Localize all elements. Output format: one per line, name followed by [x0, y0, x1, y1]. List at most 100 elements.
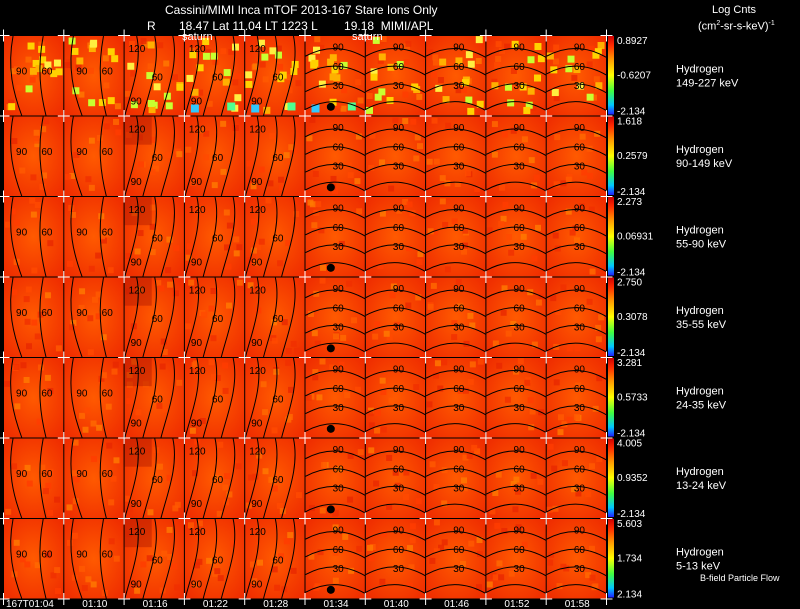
contour-label: 30: [333, 162, 345, 173]
heatmap-cell: 120 60 90: [184, 196, 245, 278]
contour-label: 60: [152, 555, 164, 566]
grid-cross: [0, 29, 10, 42]
grid-cross: [299, 110, 311, 122]
colorbar: [608, 197, 614, 276]
contour-label: 90: [574, 364, 586, 375]
contour-label: 30: [453, 242, 465, 253]
heatmap-cell: 90 60 30: [305, 277, 367, 357]
contour-label: 60: [152, 394, 164, 405]
contour-label: 60: [212, 394, 224, 405]
grid-cross: [57, 593, 70, 605]
colorbar-min: -2.134: [617, 429, 646, 440]
saturn-marker: [326, 102, 335, 111]
contour-label: 30: [574, 564, 586, 575]
heatmap-cell: 120 60 90: [124, 196, 184, 278]
contour-label: 90: [574, 284, 586, 295]
contour-label: 90: [191, 177, 203, 188]
grid-cross: [118, 512, 131, 525]
contour-label: 90: [131, 499, 143, 510]
contour-label: 30: [393, 484, 405, 495]
x-tick-label: 01:46: [444, 599, 469, 609]
heatmap-cell: 90 60: [4, 277, 64, 359]
contour-label: 90: [76, 469, 88, 480]
heatmap-cell: 90 60: [64, 196, 124, 278]
contour-label: 90: [16, 228, 28, 239]
grid-cross: [299, 29, 311, 42]
colorbar-mid: 0.3078: [617, 312, 648, 323]
contour-label: 30: [574, 403, 586, 414]
heatmap-cell: 90 60 30: [486, 116, 547, 196]
grid-cross: [540, 29, 553, 42]
contour-label: 60: [453, 545, 465, 556]
colorbar-mid: 0.9352: [617, 473, 648, 484]
grid-cross: [419, 593, 432, 605]
contour-label: 60: [514, 464, 526, 475]
heatmap-cell: 90 60 30: [305, 519, 367, 599]
contour-label: 30: [333, 403, 345, 414]
grid-cross: [600, 351, 613, 364]
contour-label: 30: [514, 403, 526, 414]
contour-label: 90: [514, 203, 526, 214]
contour-label: 60: [514, 62, 526, 73]
contour-label: 30: [333, 81, 345, 92]
contour-label: 60: [212, 555, 224, 566]
contour-label: 90: [76, 228, 88, 239]
contour-label: 120: [249, 527, 266, 538]
contour-label: 60: [212, 233, 224, 244]
grid-cross: [479, 593, 492, 605]
grid-cross: [178, 29, 191, 42]
grid-cross: [419, 512, 432, 525]
colorbar: [608, 358, 614, 437]
heatmap-cell: 90 60 30: [305, 197, 367, 277]
contour-label: 90: [131, 579, 143, 590]
colorbar-min: -2.134: [617, 509, 646, 520]
contour-label: 60: [333, 62, 345, 73]
contour-label: 60: [393, 142, 405, 153]
grid-cross: [0, 271, 10, 283]
legend-note: B-field Particle Flow: [700, 573, 780, 583]
grid-cross: [178, 432, 191, 444]
energy-label: 35-55 keV: [676, 319, 727, 331]
grid-cross: [178, 593, 191, 605]
colorbar-max: 4.005: [617, 439, 642, 450]
saturn-marker: [326, 263, 335, 272]
heatmap-cell: 90 60 30: [486, 358, 547, 438]
heatmap-cell: 90 60: [4, 35, 64, 117]
contour-label: 60: [212, 475, 224, 486]
heatmap-cell: 90 60: [64, 438, 124, 520]
colorbar-max: 3.281: [617, 358, 642, 369]
heatmap-cell: 120 60 90: [124, 438, 184, 520]
grid-cross: [238, 512, 251, 525]
contour-label: 120: [249, 286, 266, 297]
contour-label: 30: [574, 484, 586, 495]
contour-label: 60: [333, 464, 345, 475]
x-tick-label: 01:52: [504, 599, 529, 609]
contour-label: 60: [102, 308, 114, 319]
contour-label: 30: [514, 162, 526, 173]
heatmap-cell: 120 60 90: [244, 438, 305, 520]
contour-label: 60: [514, 545, 526, 556]
contour-label: 60: [212, 153, 224, 164]
contour-label: 60: [152, 233, 164, 244]
species-label: Hydrogen: [676, 546, 724, 558]
contour-label: 90: [574, 445, 586, 456]
heatmap-cell: 120 60 90: [244, 196, 305, 278]
colorbar-min: 2.134: [617, 590, 642, 601]
grid-cross: [178, 271, 191, 283]
contour-label: 120: [189, 125, 206, 136]
contour-label: 60: [574, 223, 586, 234]
grid-cross: [359, 190, 372, 203]
grid-cross: [419, 190, 432, 203]
contour-label: 90: [333, 284, 345, 295]
heatmap-cell: 90 60 30: [546, 519, 608, 599]
contour-label: 90: [453, 203, 465, 214]
contour-label: 90: [393, 42, 405, 53]
heatmap-cell: 90 60 30: [425, 438, 487, 518]
x-tick-label: 01:40: [384, 599, 409, 609]
contour-label: 90: [574, 203, 586, 214]
contour-label: 90: [333, 364, 345, 375]
contour-label: 60: [393, 384, 405, 395]
heatmap-cell: 90 60: [64, 35, 124, 117]
grid-cross: [0, 190, 10, 203]
